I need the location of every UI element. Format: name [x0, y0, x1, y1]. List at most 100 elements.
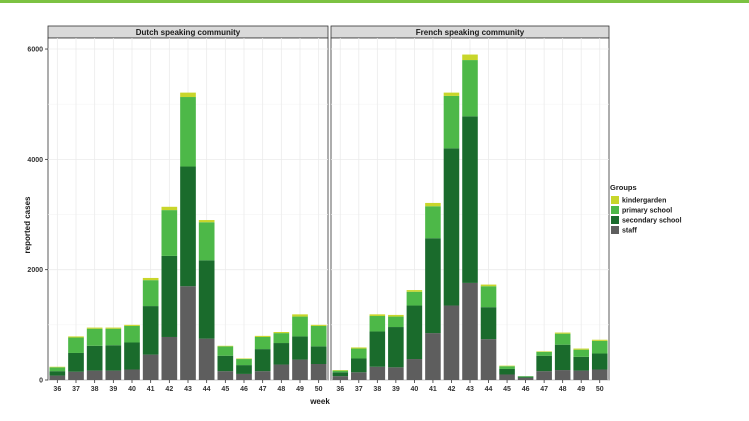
x-tick-label: 50 — [596, 386, 604, 393]
x-tick-label: 36 — [53, 386, 61, 393]
bar-secondary-school-week-50 — [310, 346, 327, 365]
bar-staff-week-47 — [536, 371, 552, 380]
bar-primary-school-week-40 — [406, 291, 423, 306]
bar-primary-school-week-47 — [536, 351, 552, 356]
bar-secondary-school-week-40 — [406, 305, 423, 360]
bar-staff-week-39 — [105, 370, 122, 380]
bar-primary-school-week-36 — [49, 367, 66, 372]
bar-secondary-school-week-45 — [217, 355, 234, 372]
legend-label: secondary school — [622, 218, 682, 225]
bar-kindergarden-week-48 — [273, 332, 290, 334]
x-axis-title: week — [309, 397, 330, 406]
bar-secondary-school-week-49 — [573, 356, 589, 371]
bar-primary-school-week-37 — [351, 348, 367, 359]
bar-primary-school-week-49 — [573, 349, 589, 357]
legend-label: staff — [622, 228, 637, 235]
bar-primary-school-week-46 — [236, 359, 252, 366]
bar-secondary-school-week-36 — [332, 372, 349, 377]
bar-staff-week-42 — [443, 305, 460, 380]
bar-staff-week-38 — [86, 370, 103, 380]
bar-kindergarden-week-45 — [217, 345, 234, 347]
bar-primary-school-week-48 — [554, 333, 571, 345]
bar-primary-school-week-50 — [591, 340, 608, 354]
bar-secondary-school-week-37 — [351, 358, 367, 373]
x-tick-label: 37 — [355, 386, 363, 393]
bar-staff-week-42 — [161, 336, 178, 380]
bar-staff-week-44 — [480, 339, 497, 380]
x-tick-label: 44 — [485, 386, 493, 393]
bar-staff-week-40 — [124, 369, 140, 380]
bar-staff-week-43 — [180, 286, 196, 380]
legend-label: kindergarden — [622, 198, 666, 205]
facet-strip-title: French speaking community — [416, 28, 525, 37]
bar-kindergarden-week-37 — [68, 336, 84, 338]
facet-panel-0: Dutch speaking community 36 37 38 39 40 41 42 43… — [47, 25, 329, 393]
bar-primary-school-week-46 — [517, 376, 534, 377]
bar-primary-school-week-42 — [443, 95, 460, 149]
x-tick-label: 46 — [522, 386, 530, 393]
bar-staff-week-50 — [310, 364, 327, 380]
bar-kindergarden-week-43 — [180, 92, 196, 98]
bar-staff-week-45 — [499, 374, 515, 380]
bar-primary-school-week-36 — [332, 370, 349, 373]
bar-primary-school-week-47 — [254, 336, 271, 350]
bar-secondary-school-week-38 — [86, 345, 103, 371]
bar-kindergarden-week-47 — [254, 335, 271, 337]
bar-staff-week-40 — [406, 359, 423, 380]
bar-kindergarden-week-36 — [49, 366, 66, 368]
bar-kindergarden-week-38 — [369, 314, 386, 317]
x-tick-label: 44 — [203, 386, 211, 393]
bar-kindergarden-week-44 — [198, 220, 215, 223]
bar-staff-week-49 — [292, 359, 308, 380]
x-tick-label: 39 — [392, 386, 400, 393]
bar-staff-week-36 — [332, 376, 349, 380]
x-tick-label: 46 — [240, 386, 248, 393]
bar-secondary-school-week-43 — [180, 166, 196, 287]
bar-staff-week-50 — [591, 369, 608, 380]
bar-primary-school-week-42 — [161, 210, 178, 256]
bar-secondary-school-week-49 — [292, 336, 308, 360]
bar-secondary-school-week-39 — [388, 327, 404, 368]
bar-staff-week-43 — [462, 282, 478, 380]
bar-primary-school-week-41 — [142, 280, 159, 307]
bar-secondary-school-week-46 — [517, 376, 534, 378]
bar-secondary-school-week-40 — [124, 342, 140, 370]
x-tick-label: 42 — [165, 386, 173, 393]
y-tick-label: 2000 — [27, 267, 43, 274]
legend-label: primary school — [622, 208, 672, 215]
bar-staff-week-48 — [554, 370, 571, 380]
legend-swatch-staff — [611, 226, 619, 234]
bar-primary-school-week-45 — [217, 346, 234, 356]
bar-staff-week-47 — [254, 371, 271, 380]
x-tick-label: 38 — [91, 386, 99, 393]
bar-staff-week-44 — [198, 338, 215, 380]
bar-secondary-school-week-43 — [462, 116, 478, 283]
bar-kindergarden-week-45 — [499, 365, 515, 367]
bar-secondary-school-week-41 — [425, 238, 441, 334]
y-axis: 0 2000 4000 6000 — [27, 47, 48, 385]
legend-swatch-secondary-school — [611, 216, 619, 224]
bar-kindergarden-week-38 — [86, 327, 103, 329]
bar-kindergarden-week-46 — [236, 358, 252, 360]
x-tick-label: 48 — [559, 386, 567, 393]
x-tick-label: 41 — [429, 386, 437, 393]
bar-primary-school-week-50 — [310, 325, 327, 347]
bar-primary-school-week-43 — [180, 97, 196, 167]
x-tick-label: 49 — [577, 386, 585, 393]
bar-kindergarden-week-42 — [161, 206, 178, 211]
bar-secondary-school-week-47 — [536, 355, 552, 372]
x-tick-label: 37 — [72, 386, 80, 393]
bar-kindergarden-week-50 — [310, 324, 327, 326]
x-tick-label: 43 — [466, 386, 474, 393]
legend: Groups kindergarden primary school seconda… — [610, 183, 682, 235]
facet-panels: Dutch speaking community 36 37 38 39 40 41 42 43… — [47, 25, 610, 393]
bar-kindergarden-week-36 — [332, 370, 349, 371]
bar-secondary-school-week-46 — [236, 365, 252, 374]
x-tick-label: 50 — [315, 386, 323, 393]
bar-staff-week-46 — [517, 377, 534, 380]
y-tick-label: 0 — [39, 378, 43, 385]
bar-kindergarden-week-42 — [443, 92, 460, 96]
bar-staff-week-48 — [273, 364, 290, 380]
bar-secondary-school-week-41 — [142, 306, 159, 355]
bar-secondary-school-week-39 — [105, 345, 122, 371]
